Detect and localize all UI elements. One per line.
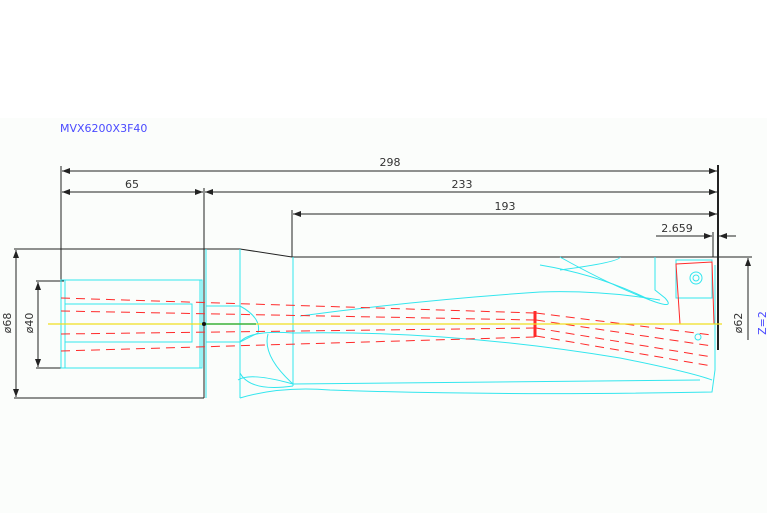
dim-298: 298 [62,156,717,174]
tool-outline [14,248,718,399]
reference-point [202,322,206,326]
part-number-label: MVX6200X3F40 [60,122,147,135]
svg-text:193: 193 [495,200,516,213]
svg-text:65: 65 [125,178,139,191]
flute-count-label: Z=2 [756,311,767,335]
dim-193: 193 [293,200,717,217]
svg-text:ø68: ø68 [1,313,14,334]
drawing-area [0,118,767,513]
svg-text:2.659: 2.659 [661,222,693,235]
svg-text:298: 298 [380,156,401,169]
svg-text:ø62: ø62 [732,313,745,334]
svg-text:233: 233 [452,178,473,191]
dim-2659: 2.659 [656,222,736,239]
dim-diameter-62: ø62 [718,256,752,340]
dim-65: 65 [62,178,203,195]
svg-text:ø40: ø40 [23,313,36,334]
dim-233: 233 [205,178,717,195]
dim-diameter-40: ø40 [23,280,64,369]
dim-diameter-68: ø68 [1,250,19,397]
